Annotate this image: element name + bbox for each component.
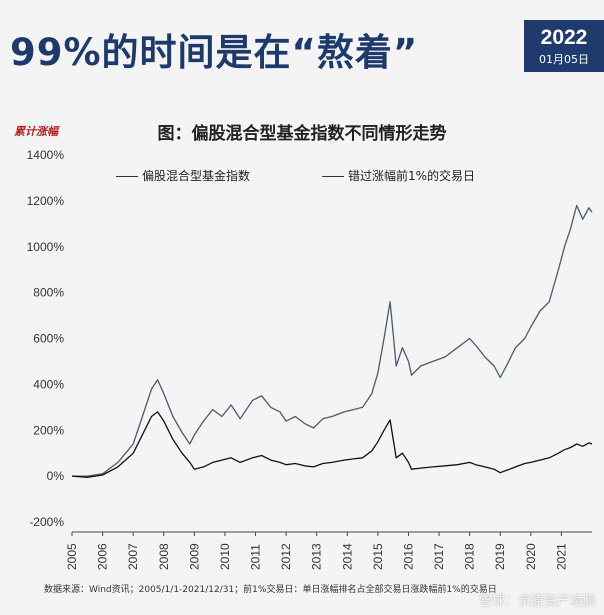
chart-title: 图：偏股混合型基金指数不同情形走势 bbox=[157, 124, 447, 144]
x-tick-label: 2015 bbox=[371, 543, 385, 570]
y-tick-label: -200% bbox=[29, 515, 64, 529]
x-tick-label: 2016 bbox=[401, 543, 415, 570]
x-tick-label: 2007 bbox=[126, 543, 140, 570]
y-tick-label: 1200% bbox=[27, 194, 65, 208]
series-line-missed bbox=[71, 411, 593, 478]
x-tick-label: 2018 bbox=[463, 543, 477, 570]
x-tick-label: 2009 bbox=[187, 543, 201, 570]
x-tick-label: 2008 bbox=[157, 543, 171, 570]
x-tick-label: 2019 bbox=[493, 543, 507, 570]
data-source-note: 数据来源：Wind资讯；2005/1/1-2021/12/31；前1%交易日：单… bbox=[44, 585, 497, 595]
x-tick-label: 2011 bbox=[249, 544, 263, 570]
date-badge-year: 2022 bbox=[540, 26, 588, 49]
y-tick-label: 400% bbox=[33, 377, 64, 391]
legend-item-index: 偏股混合型基金指数 bbox=[116, 167, 250, 184]
date-badge: 2022 01月05日 bbox=[524, 20, 604, 72]
legend-line-missed bbox=[322, 176, 344, 177]
x-tick-label: 2010 bbox=[218, 543, 232, 570]
x-tick-label: 2005 bbox=[65, 543, 79, 570]
y-tick-label: 800% bbox=[33, 286, 64, 300]
series-line-index bbox=[72, 204, 593, 477]
legend-label-index: 偏股混合型基金指数 bbox=[142, 169, 251, 183]
legend-item-missed: 错过涨幅前1%的交易日 bbox=[322, 167, 475, 184]
y-tick-label: 1400% bbox=[27, 148, 65, 162]
x-tick-label: 2020 bbox=[524, 543, 538, 570]
y-tick-label: 0% bbox=[47, 469, 65, 483]
legend-line-index bbox=[116, 176, 138, 177]
x-tick-label: 2017 bbox=[432, 543, 446, 570]
headline: 99%的时间是在“熬着” bbox=[10, 31, 419, 74]
date-badge-day: 01月05日 bbox=[539, 53, 589, 66]
y-tick-label: 600% bbox=[33, 332, 64, 346]
x-tick-label: 2013 bbox=[310, 543, 324, 570]
legend-label-missed: 错过涨幅前1%的交易日 bbox=[348, 169, 476, 183]
y-tick-label: 1000% bbox=[27, 240, 65, 254]
y-axis-label: 累计涨幅 bbox=[14, 125, 58, 138]
x-tick-label: 2014 bbox=[340, 543, 354, 570]
x-tick-label: 2021 bbox=[554, 543, 568, 570]
x-tick-label: 2006 bbox=[96, 543, 110, 570]
watermark: 雪球：京原资产凌鹏 bbox=[478, 594, 596, 609]
y-tick-label: 200% bbox=[33, 423, 64, 437]
x-tick-label: 2012 bbox=[279, 543, 293, 570]
